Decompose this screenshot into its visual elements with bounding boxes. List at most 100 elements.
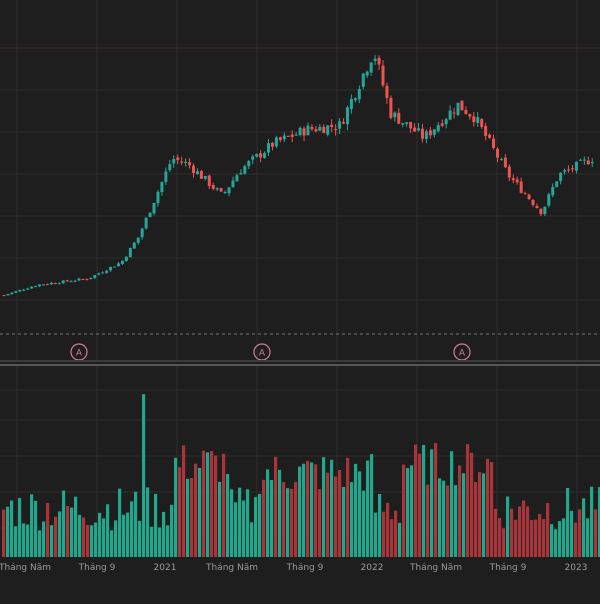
- candle: [405, 121, 409, 127]
- volume-bar: [62, 490, 66, 557]
- candle-body: [468, 114, 472, 117]
- volume-bar: [546, 503, 550, 557]
- candle: [34, 285, 38, 288]
- pane-separator-bottom[interactable]: [0, 364, 600, 366]
- candle-body: [503, 157, 507, 168]
- candle: [53, 282, 57, 285]
- candle-body: [326, 125, 330, 135]
- pane-separator-top[interactable]: [0, 360, 600, 362]
- candle-body: [330, 124, 334, 128]
- volume-bar: [562, 518, 566, 557]
- candle-body: [377, 57, 381, 65]
- candle: [338, 117, 342, 135]
- candle-body: [590, 162, 594, 164]
- candle-body: [357, 89, 361, 100]
- volume-bar: [510, 508, 514, 557]
- x-tick-label: 2023: [565, 563, 588, 573]
- candle: [223, 190, 227, 195]
- candle-body: [22, 289, 26, 291]
- candle-body: [586, 160, 590, 165]
- candle-body: [231, 180, 235, 188]
- volume-bar: [182, 445, 186, 557]
- candle: [401, 123, 405, 128]
- candle: [282, 132, 286, 143]
- candle-body: [65, 280, 69, 282]
- candle-body: [124, 256, 128, 262]
- volume-bar: [358, 471, 362, 557]
- volume-bar: [370, 454, 374, 557]
- candle: [227, 187, 231, 197]
- candle: [314, 125, 318, 133]
- volume-bar: [46, 503, 50, 557]
- volume-bar: [502, 528, 506, 557]
- volume-bar: [30, 494, 34, 557]
- candle: [499, 157, 503, 161]
- volume-bar: [202, 450, 206, 557]
- candle: [85, 278, 89, 281]
- candle-body: [172, 159, 176, 164]
- candle-body: [219, 188, 223, 192]
- volume-bar: [214, 455, 218, 557]
- candle-body: [113, 266, 117, 268]
- candle: [191, 163, 195, 178]
- candle-body: [53, 283, 57, 285]
- candle: [156, 189, 160, 207]
- candle: [302, 126, 306, 142]
- candle: [18, 289, 22, 292]
- volume-bar: [318, 489, 322, 557]
- candle: [231, 176, 235, 188]
- candle-body: [527, 194, 531, 200]
- candle-body: [69, 281, 73, 283]
- volume-bar: [346, 457, 350, 557]
- volume-bar: [554, 529, 558, 557]
- volume-bar: [342, 486, 346, 557]
- candle: [385, 82, 389, 104]
- volume-bar: [178, 467, 182, 557]
- candle: [132, 241, 136, 249]
- volume-bar: [18, 498, 22, 557]
- candle: [369, 61, 373, 76]
- candle-body: [160, 181, 164, 193]
- volume-bar: [538, 513, 542, 557]
- candle-body: [81, 279, 85, 281]
- candle: [176, 154, 180, 165]
- volume-bar: [78, 514, 82, 557]
- volume-bar: [326, 472, 330, 557]
- candle: [298, 126, 302, 137]
- candle-body: [417, 128, 421, 131]
- candle: [444, 117, 448, 129]
- candle-body: [559, 172, 563, 181]
- volume-bar: [294, 481, 298, 557]
- volume-bar: [310, 462, 314, 557]
- candle: [488, 133, 492, 139]
- candle-body: [507, 166, 511, 178]
- candle-body: [314, 129, 318, 132]
- volume-bar: [6, 506, 10, 557]
- candle-body: [140, 228, 144, 238]
- volume-bar: [462, 473, 466, 557]
- volume-bar: [102, 518, 106, 557]
- candlestick-series: [2, 55, 594, 297]
- candle: [41, 284, 45, 286]
- candle: [278, 136, 282, 143]
- candle-body: [472, 116, 476, 123]
- candle-body: [144, 217, 148, 229]
- candle-body: [476, 117, 480, 123]
- candle-body: [342, 122, 346, 124]
- candle-body: [290, 134, 294, 137]
- candle: [393, 111, 397, 122]
- volume-bar: [582, 498, 586, 557]
- volume-bar: [430, 449, 434, 557]
- candle-body: [2, 295, 6, 297]
- candle-body: [413, 127, 417, 132]
- candle-body: [531, 199, 535, 206]
- candle-body: [298, 127, 302, 136]
- candle: [73, 279, 77, 283]
- candle: [397, 108, 401, 125]
- volume-bar: [542, 519, 546, 557]
- candle-body: [409, 121, 413, 129]
- candle-body: [116, 263, 120, 267]
- volume-bar: [90, 525, 94, 557]
